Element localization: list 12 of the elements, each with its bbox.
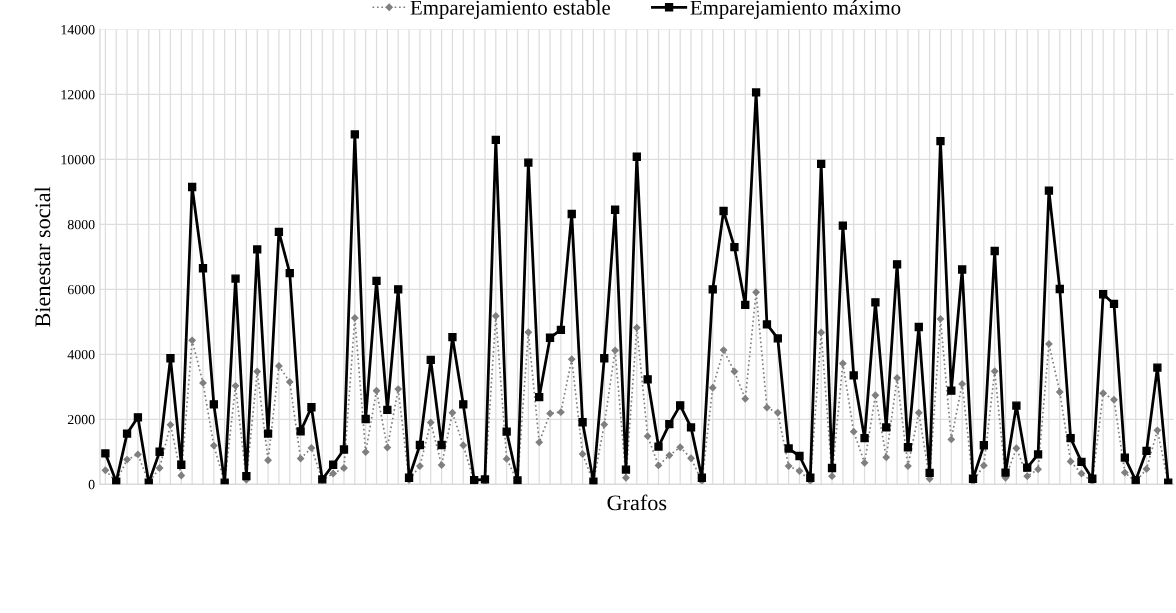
y-tick-label: 12000: [61, 89, 95, 100]
y-tick-label: 10000: [61, 154, 95, 165]
y-tick-label: 2000: [67, 414, 95, 425]
y-axis-title: Bienestar social: [34, 186, 51, 327]
x-axis-title: Grafos: [607, 494, 667, 511]
legend-label: Emparejamiento máximo: [690, 0, 901, 20]
y-tick-label: 14000: [61, 25, 95, 35]
y-tick-label: 4000: [67, 349, 95, 360]
legend-label: Emparejamiento estable: [410, 0, 611, 20]
y-tick-label: 8000: [67, 219, 95, 230]
y-tick-label: 0: [88, 479, 95, 490]
y-tick-label: 6000: [67, 284, 95, 295]
